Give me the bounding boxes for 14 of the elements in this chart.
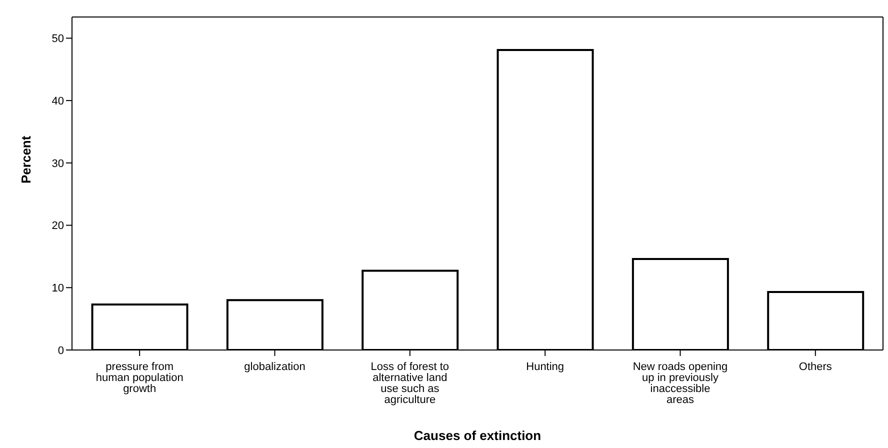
- x-tick-label: pressure from human population growth: [96, 361, 184, 395]
- x-tick-label: Hunting: [526, 361, 564, 373]
- y-tick-label: 0: [58, 344, 64, 357]
- x-axis-title: Causes of extinction: [414, 428, 542, 443]
- x-tick-label: New roads opening up in previously inaccessible areas: [632, 361, 728, 406]
- y-axis-title: Percent: [18, 135, 34, 184]
- x-tick-label: Loss of forest to alternative land use such as agriculture: [370, 361, 450, 406]
- y-tick-label: 50: [52, 33, 64, 46]
- y-tick-label: 20: [52, 220, 64, 232]
- y-tick-label: 40: [52, 95, 64, 108]
- x-tick-label: Others: [798, 361, 832, 373]
- y-tick-label: 10: [52, 282, 64, 295]
- y-tick-label: 30: [52, 158, 64, 170]
- x-tick-label: globalization: [244, 361, 306, 373]
